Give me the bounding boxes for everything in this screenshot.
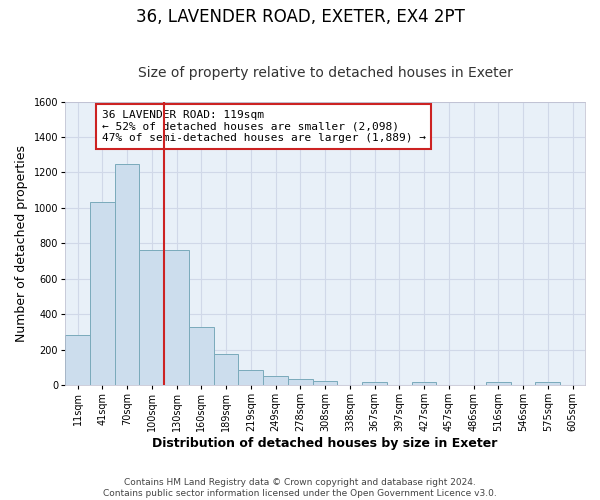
Bar [313,381,337,385]
Bar [214,354,238,385]
Y-axis label: Number of detached properties: Number of detached properties [15,145,28,342]
Text: Contains HM Land Registry data © Crown copyright and database right 2024.
Contai: Contains HM Land Registry data © Crown c… [103,478,497,498]
Bar [115,164,139,385]
Text: 36, LAVENDER ROAD, EXETER, EX4 2PT: 36, LAVENDER ROAD, EXETER, EX4 2PT [136,8,464,26]
Bar [263,376,288,385]
Bar [288,379,313,385]
Text: 36 LAVENDER ROAD: 119sqm
← 52% of detached houses are smaller (2,098)
47% of sem: 36 LAVENDER ROAD: 119sqm ← 52% of detach… [101,110,425,143]
Bar [65,336,90,385]
Bar [412,382,436,385]
Title: Size of property relative to detached houses in Exeter: Size of property relative to detached ho… [137,66,512,80]
Bar [535,382,560,385]
Bar [189,326,214,385]
Bar [362,382,387,385]
X-axis label: Distribution of detached houses by size in Exeter: Distribution of detached houses by size … [152,437,498,450]
Bar [238,370,263,385]
Bar [90,202,115,385]
Bar [486,382,511,385]
Bar [164,250,189,385]
Bar [139,250,164,385]
